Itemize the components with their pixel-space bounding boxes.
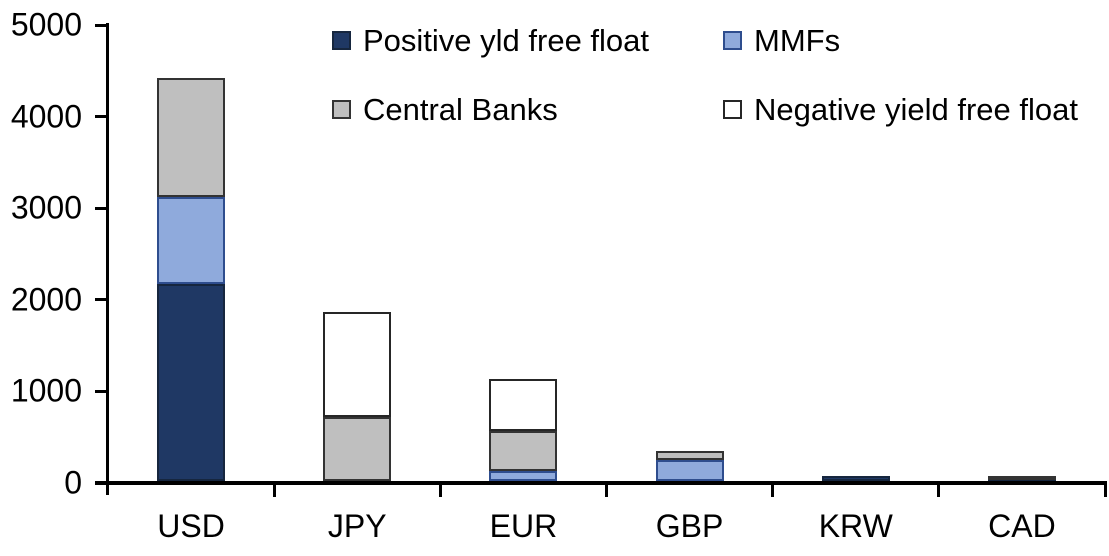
bar-segment-negative-yield-free-float-jpy (323, 311, 392, 417)
legend-item-negative-yield-free-float: Negative yield free float (723, 94, 1078, 125)
legend-label: Negative yield free float (754, 92, 1078, 127)
y-axis-tick-label: 2000 (10, 281, 82, 318)
bar-segment-negative-yield-free-float-eur (489, 379, 558, 431)
x-axis-category-label: CAD (988, 508, 1056, 544)
y-axis-tick-label: 1000 (10, 372, 82, 409)
x-axis-tick (771, 481, 775, 497)
legend-item-mmfs: MMFs (723, 25, 840, 56)
y-axis-tick-label: 5000 (10, 6, 82, 43)
bar-segment-mmfs-eur (489, 470, 558, 481)
y-axis-tick-label: 3000 (10, 189, 82, 226)
x-axis-tick (605, 481, 608, 497)
bar-segment-central-banks-cad (987, 475, 1056, 480)
y-axis-tick (95, 298, 108, 302)
legend-swatch-negative-yield-free-float (723, 100, 742, 119)
x-axis-line (95, 481, 1107, 485)
bar-segment-mmfs-gbp (655, 459, 724, 481)
y-axis-tick (95, 115, 108, 119)
bar-segment-central-banks-eur (489, 430, 558, 471)
y-axis-tick (95, 206, 108, 210)
legend-label: Central Banks (363, 92, 558, 127)
legend-item-central-banks: Central Banks (332, 94, 558, 125)
x-axis-category-label: JPY (327, 508, 387, 544)
legend-label: Positive yld free float (363, 23, 650, 58)
x-axis-tick (937, 481, 941, 497)
x-axis-tick (272, 481, 276, 497)
y-axis-tick (95, 389, 108, 393)
y-axis-line (106, 23, 109, 495)
legend-item-positive-yld-free-float: Positive yld free float (332, 25, 649, 56)
x-axis-tick (438, 481, 442, 497)
bar-segment-central-banks-jpy (323, 416, 392, 481)
y-axis-tick (95, 23, 108, 27)
legend-swatch-central-banks (332, 100, 351, 119)
bar-segment-positive-yld-free-float-krw (821, 476, 890, 481)
y-axis-tick-label: 4000 (10, 98, 82, 135)
y-axis-tick-label: 0 (64, 464, 82, 501)
bar-segment-central-banks-usd (157, 77, 226, 198)
x-axis-category-label: USD (157, 508, 225, 544)
legend-label: MMFs (754, 23, 841, 58)
legend-swatch-mmfs (723, 31, 742, 50)
bar-segment-positive-yld-free-float-usd (157, 284, 226, 481)
x-axis-category-label: EUR (489, 508, 558, 544)
legend-swatch-positive-yld-free-float (332, 31, 351, 50)
bar-segment-central-banks-gbp (655, 450, 724, 460)
x-axis-category-label: GBP (655, 508, 724, 544)
x-axis-category-label: KRW (818, 508, 893, 544)
bar-segment-mmfs-usd (157, 197, 226, 285)
x-axis-tick (1103, 481, 1107, 497)
